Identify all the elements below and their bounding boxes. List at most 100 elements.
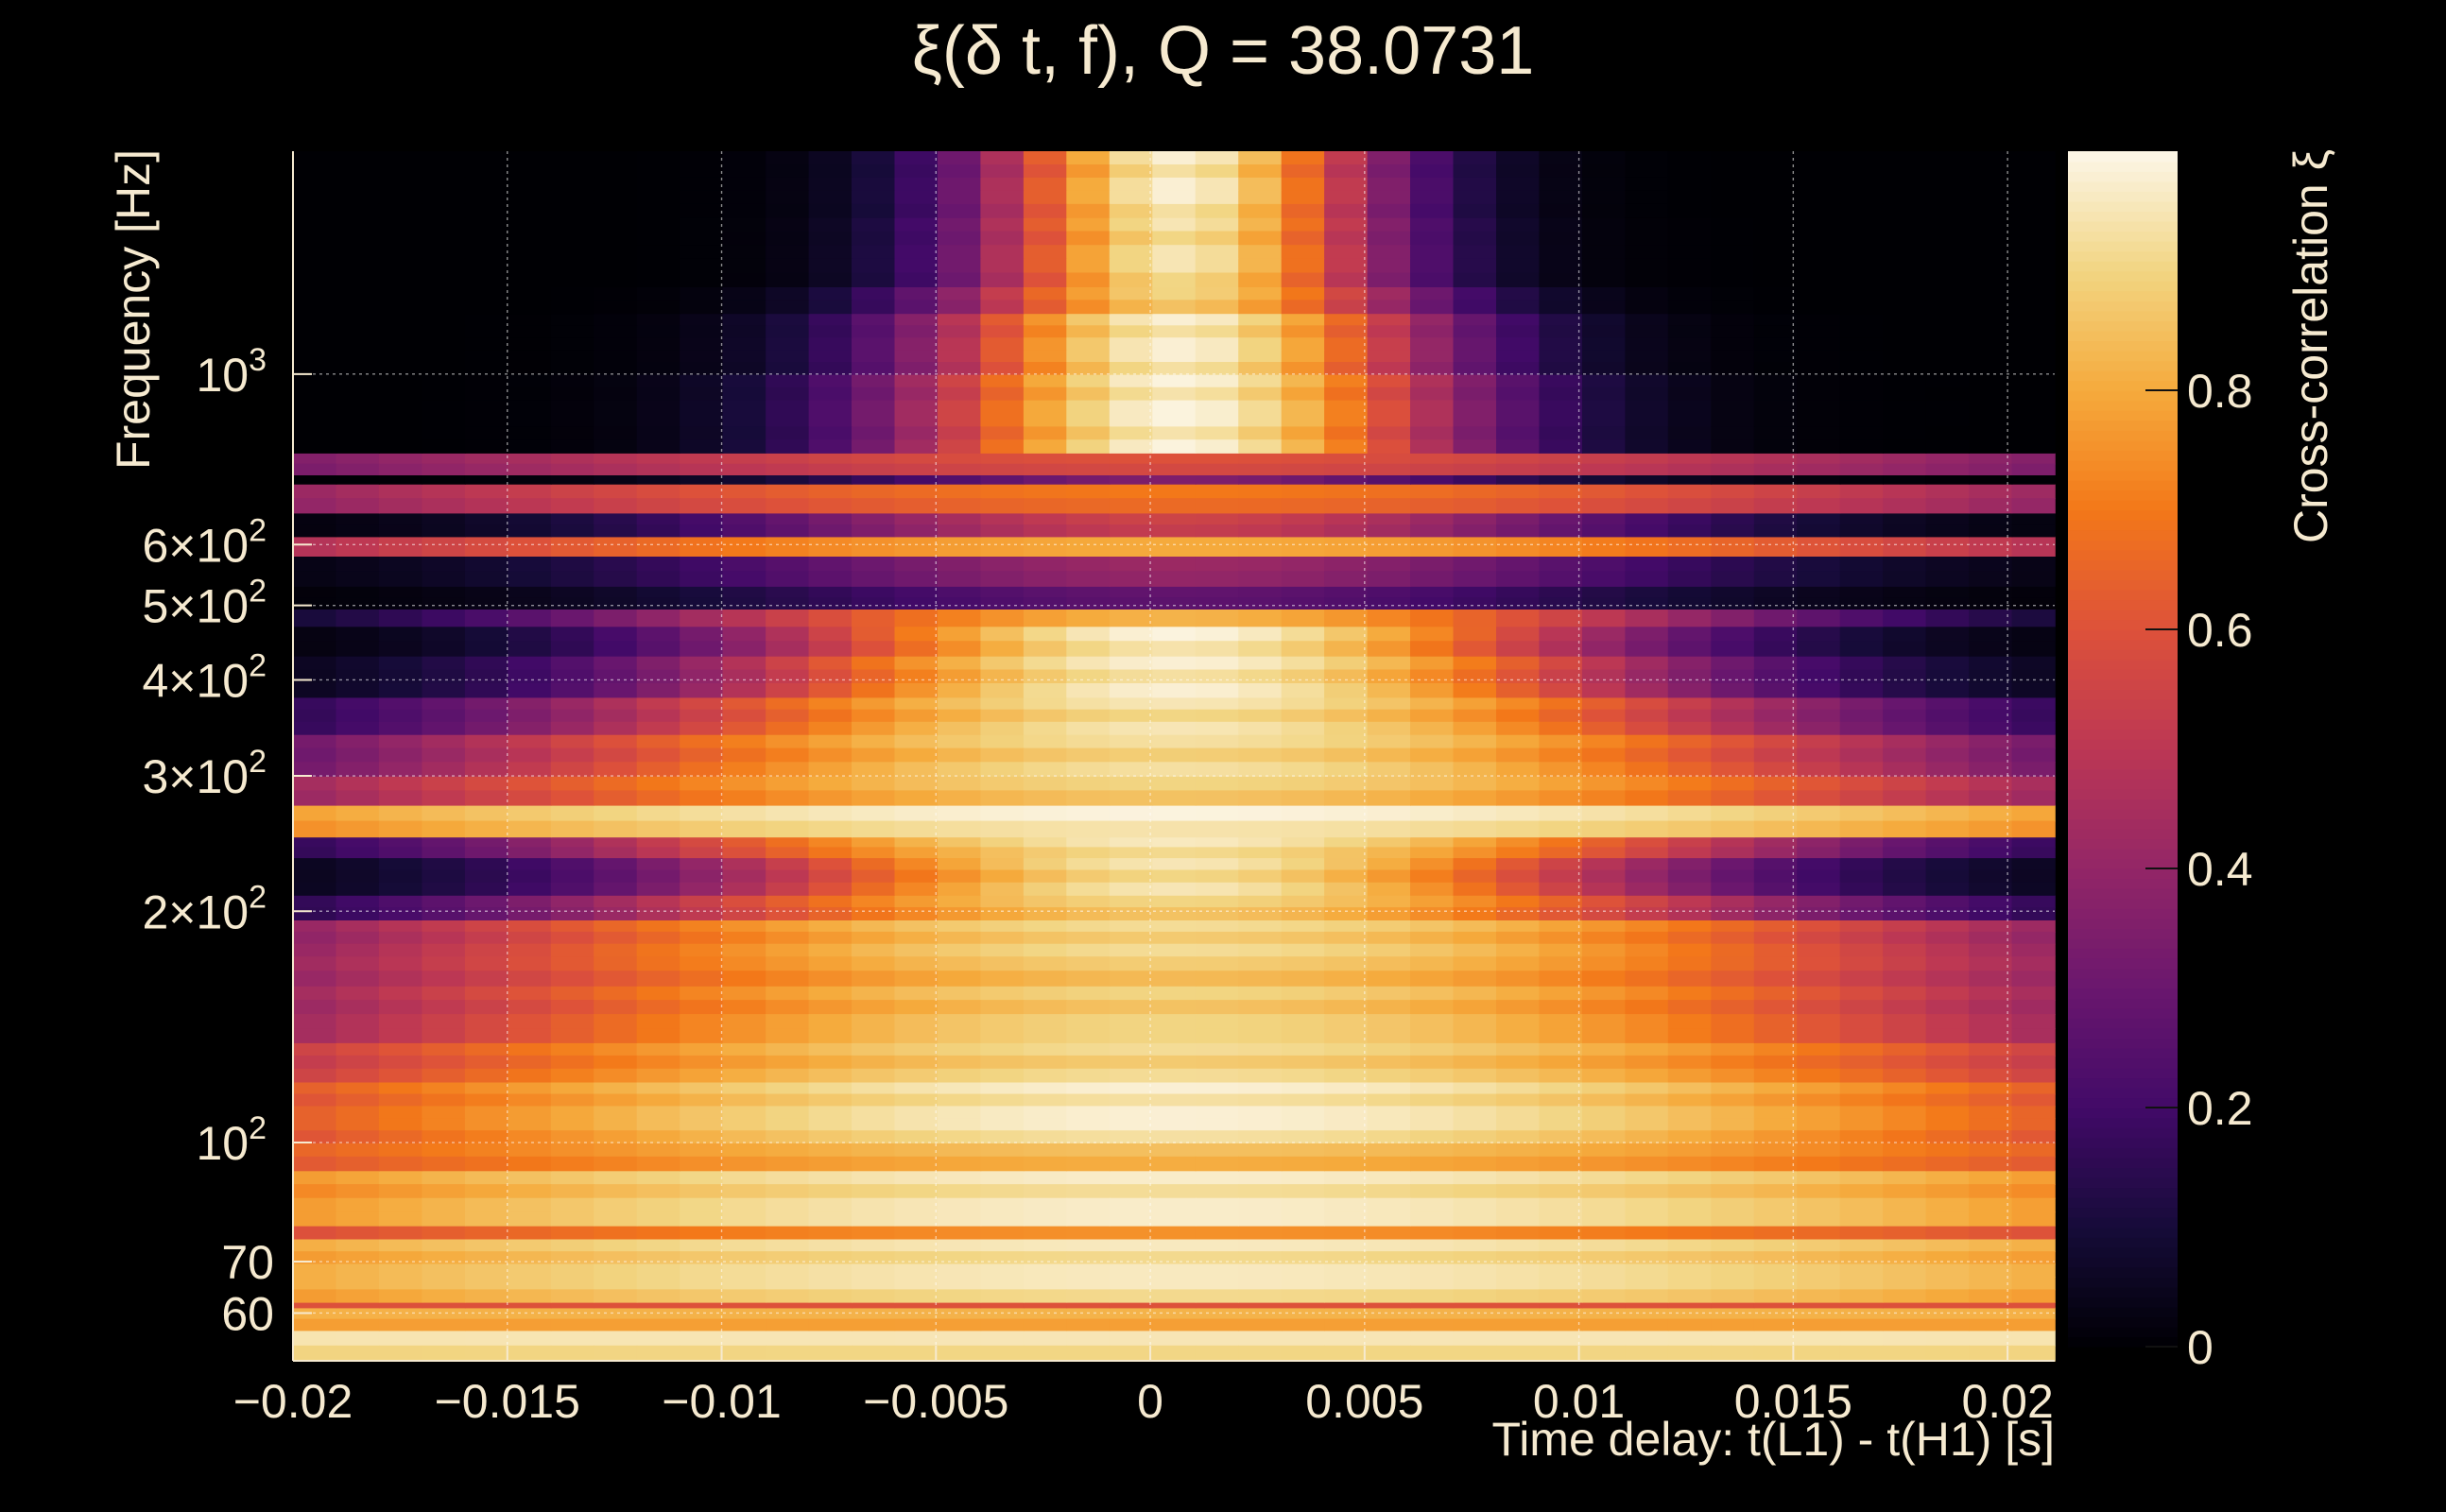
heatmap-cell [722, 641, 767, 657]
heatmap-cell [1281, 413, 1325, 428]
heatmap-cell [636, 804, 680, 822]
heatmap-cell [938, 483, 982, 500]
heatmap-cell [1152, 536, 1197, 557]
heatmap-cell [894, 1330, 939, 1347]
heatmap-cell [852, 536, 896, 557]
heatmap-cell [1883, 300, 1927, 315]
heatmap-cell [1625, 373, 1669, 388]
heatmap-cell [722, 721, 767, 735]
colorbar-segment [2068, 1207, 2178, 1218]
heatmap-cell [636, 426, 680, 441]
heatmap-cell [1625, 231, 1669, 246]
heatmap-cell [2011, 1068, 2056, 1083]
heatmap-cell [980, 869, 1025, 884]
heatmap-cell [1109, 426, 1154, 441]
heatmap-cell [1066, 337, 1111, 351]
heatmap-cell [1109, 1156, 1154, 1172]
heatmap-cell [594, 747, 638, 764]
heatmap-cell [1797, 597, 1841, 610]
heatmap-cell [722, 556, 767, 572]
heatmap-cell [464, 986, 509, 1001]
heatmap-cell [1839, 258, 1884, 274]
heatmap-cell [938, 721, 982, 735]
heatmap-cell [1667, 1225, 1713, 1240]
heatmap-cell [1195, 857, 1239, 871]
heatmap-cell [464, 857, 509, 871]
heatmap-cell [1453, 474, 1497, 485]
heatmap-cell [1625, 586, 1669, 598]
heatmap-cell [293, 1000, 337, 1015]
heatmap-cell [808, 512, 853, 525]
heatmap-cell [2011, 1251, 2056, 1265]
heatmap-cell [1753, 325, 1799, 338]
heatmap-cell [1066, 512, 1111, 525]
heatmap-cell [1925, 762, 1970, 777]
heatmap-cell [1453, 626, 1497, 642]
heatmap-cell [378, 258, 423, 274]
heatmap-cell [1066, 869, 1111, 884]
heatmap-cell [680, 857, 724, 871]
heatmap-cell [680, 747, 724, 764]
heatmap-cell [1238, 696, 1283, 711]
heatmap-cell [550, 453, 595, 465]
x-tick-label: 0 [1137, 1375, 1163, 1428]
heatmap-cell [1238, 524, 1283, 538]
heatmap-cell [1066, 1301, 1111, 1309]
heatmap-cell [1711, 1263, 1755, 1278]
heatmap-cell [1238, 1042, 1283, 1057]
colorbar-segment [2068, 240, 2178, 252]
heatmap-cell [766, 512, 810, 525]
heatmap-cell [1581, 790, 1627, 806]
heatmap-cell [1883, 272, 1927, 287]
heatmap-cell [1324, 556, 1369, 572]
heatmap-cell [1453, 300, 1497, 315]
heatmap-cell [336, 1028, 380, 1043]
heatmap-cell [894, 1093, 939, 1108]
heatmap-cell [808, 626, 853, 642]
heatmap-cell [1195, 895, 1239, 908]
heatmap-cell [980, 203, 1025, 218]
heatmap-cell [1711, 350, 1755, 363]
heatmap-cell [1625, 747, 1669, 764]
heatmap-cell [1367, 1307, 1411, 1320]
heatmap-cell [1152, 747, 1197, 764]
heatmap-cell [1367, 721, 1411, 735]
heatmap-cell [980, 216, 1025, 232]
heatmap-cell [636, 453, 680, 465]
heatmap-cell [1667, 474, 1713, 485]
heatmap-cell [1496, 955, 1541, 971]
heatmap-cell [378, 1170, 423, 1185]
heatmap-cell [1410, 931, 1455, 945]
y-tick-mantissa: 10 [196, 349, 249, 402]
heatmap-cell [680, 1042, 724, 1057]
heatmap-cell [464, 164, 509, 179]
heatmap-cell [1969, 641, 2013, 657]
heatmap-cell [1753, 151, 1799, 165]
heatmap-cell [680, 313, 724, 327]
heatmap-cell [1839, 1106, 1884, 1120]
heatmap-cell [336, 626, 380, 642]
heatmap-cell [1195, 1068, 1239, 1083]
heatmap-cell [1797, 1225, 1841, 1240]
heatmap-cell [1753, 586, 1799, 598]
heatmap-cell [766, 536, 810, 557]
heatmap-cell [1453, 762, 1497, 777]
heatmap-cell [1925, 400, 1970, 415]
heatmap-cell [852, 1143, 896, 1158]
heatmap-cell [680, 1184, 724, 1199]
colorbar-segment [2068, 788, 2178, 799]
heatmap-cell [1539, 655, 1583, 671]
heatmap-cell [1496, 709, 1541, 723]
heatmap-cell [894, 1143, 939, 1158]
heatmap-cell [1753, 1130, 1799, 1143]
heatmap-cell [1753, 882, 1799, 896]
heatmap-cell [894, 571, 939, 587]
heatmap-cell [1281, 231, 1325, 246]
heatmap-cell [894, 231, 939, 246]
heatmap-cell [336, 955, 380, 971]
heatmap-cell [336, 474, 380, 485]
heatmap-cell [680, 498, 724, 514]
heatmap-cell [852, 895, 896, 908]
heatmap-cell [1238, 733, 1283, 749]
heatmap-cell [1711, 1345, 1755, 1362]
